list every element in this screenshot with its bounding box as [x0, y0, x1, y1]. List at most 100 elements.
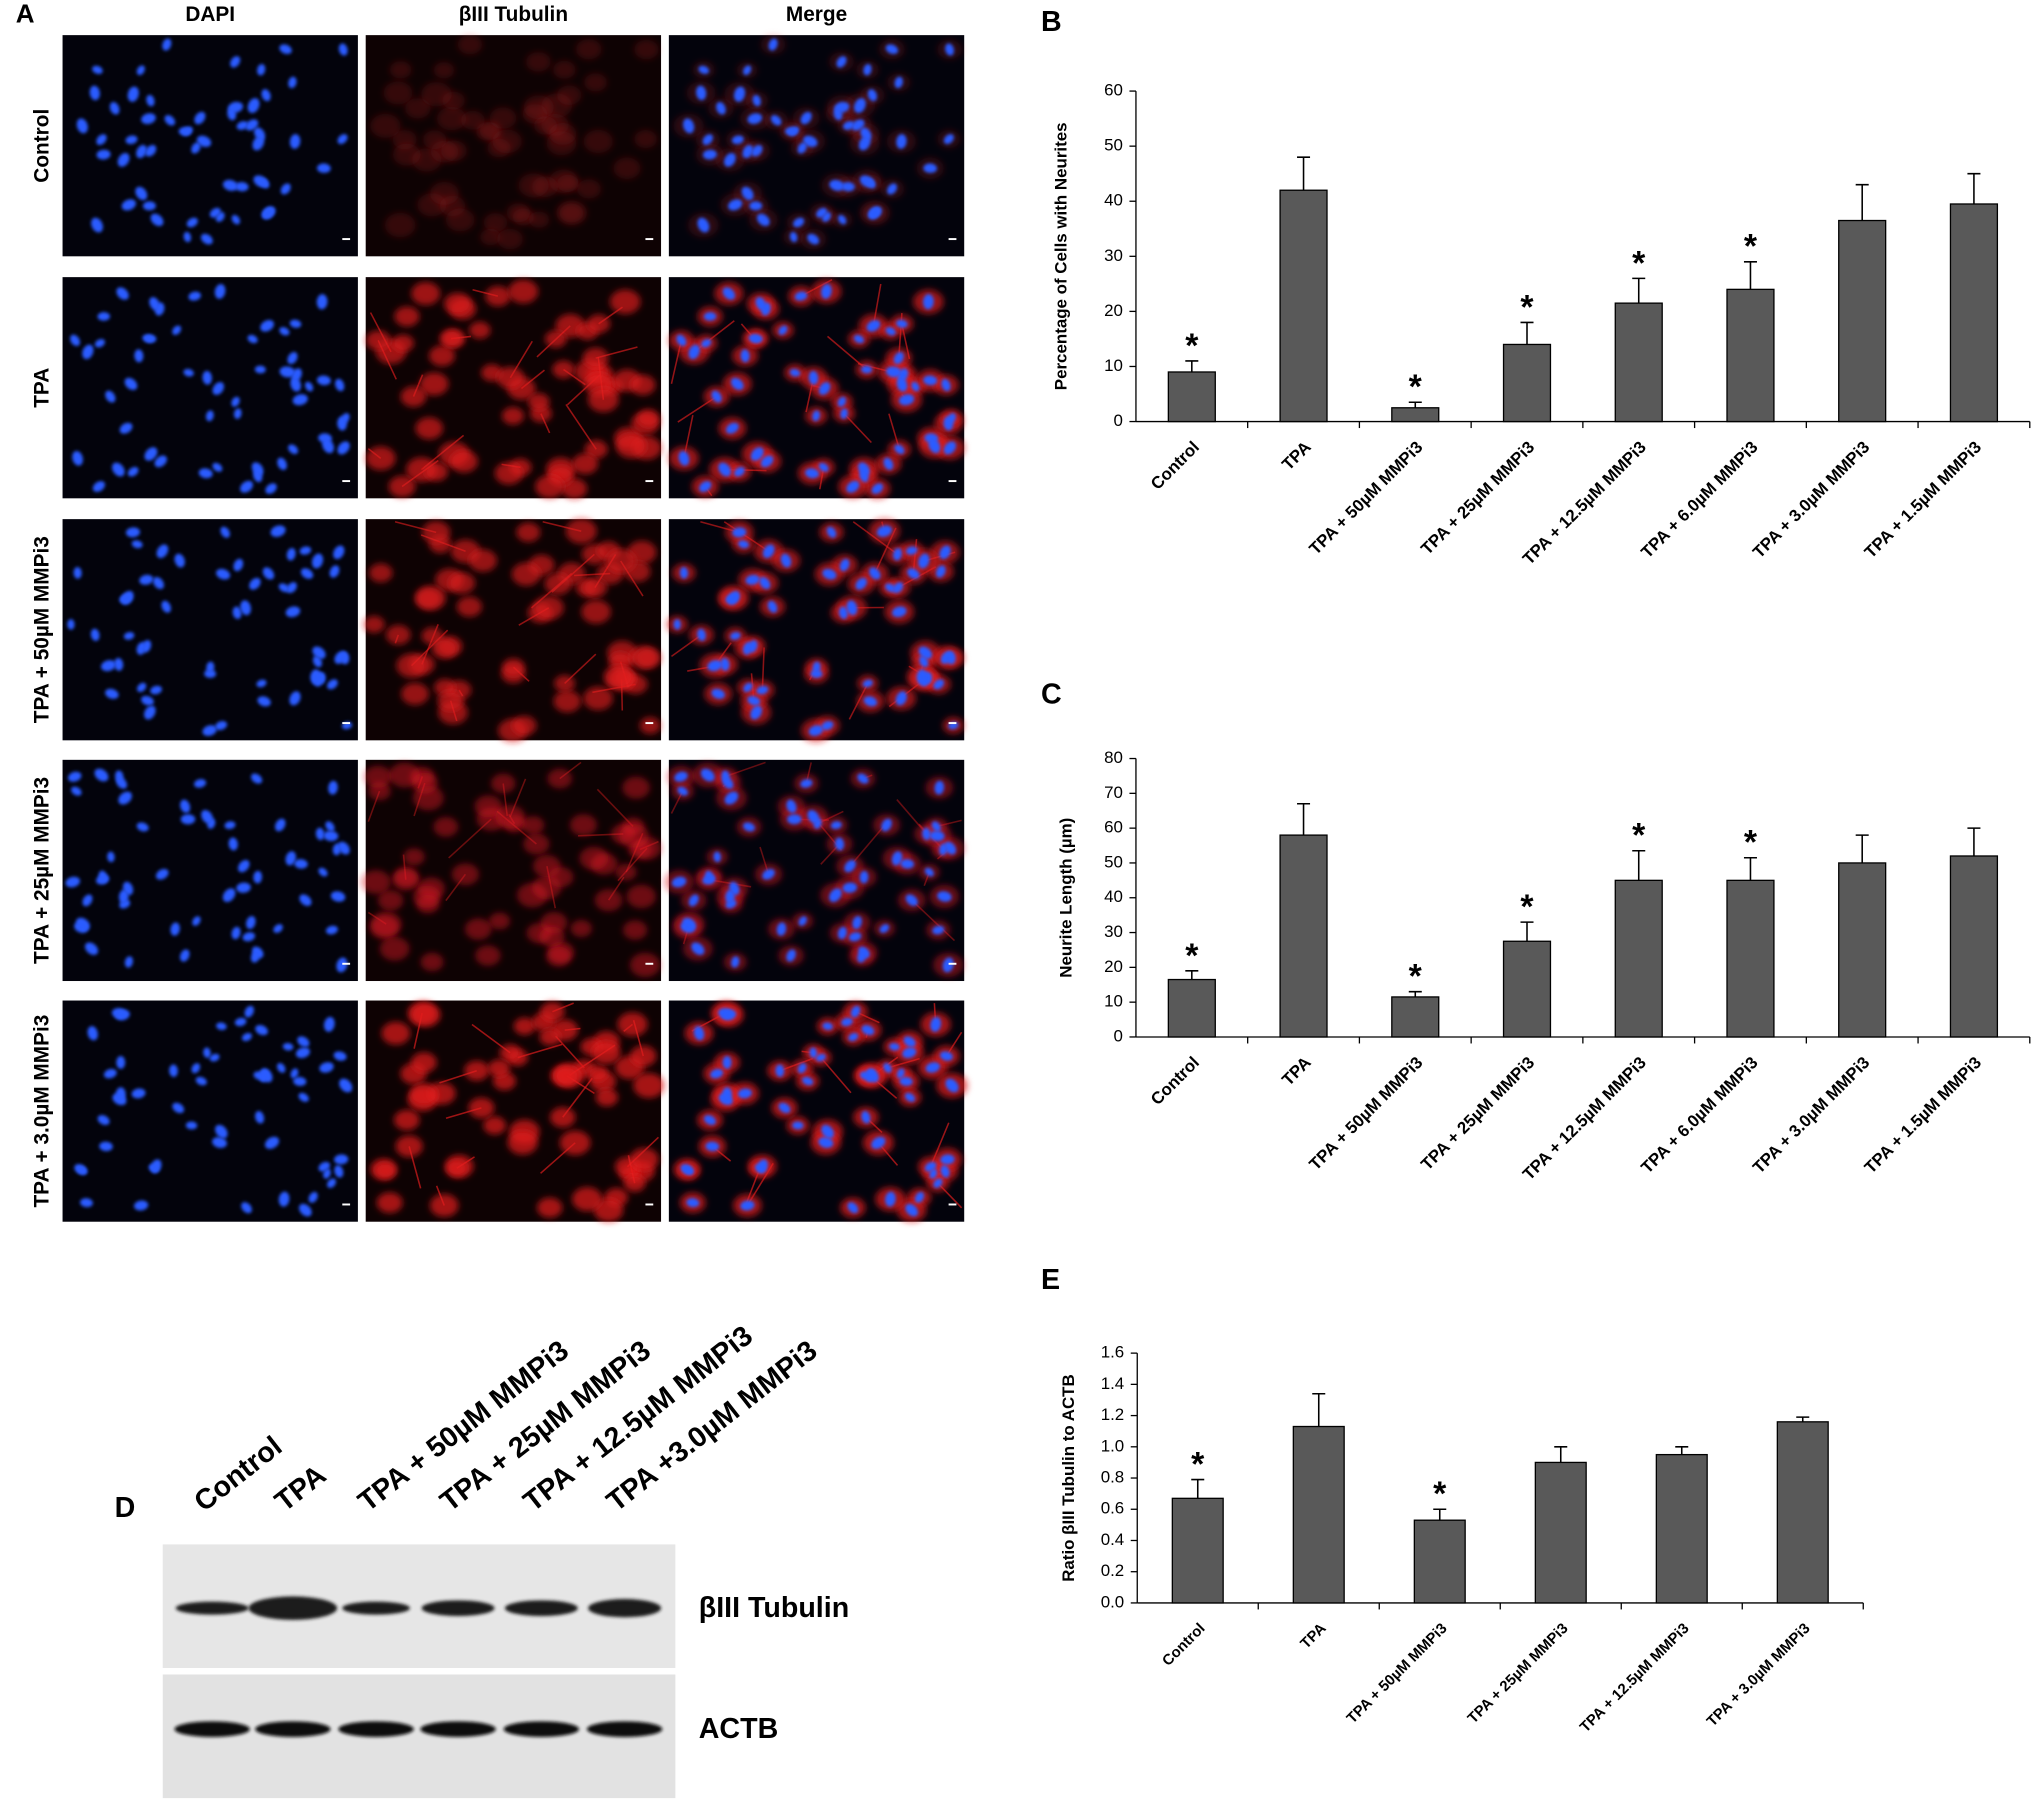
nucleus: [747, 113, 763, 125]
nucleus: [702, 134, 714, 146]
cell-body: [384, 212, 416, 238]
nucleus: [247, 334, 258, 344]
cell-body: [410, 1002, 441, 1027]
nucleus: [316, 375, 331, 386]
nucleus: [807, 809, 820, 824]
nucleus: [698, 65, 710, 74]
nucleus: [124, 377, 138, 391]
micrograph: [62, 759, 358, 982]
nucleus: [797, 1063, 807, 1074]
nucleus: [265, 483, 277, 494]
blot-band: [255, 1721, 331, 1737]
nucleus: [244, 1005, 255, 1018]
nucleus: [727, 590, 741, 605]
nucleus: [836, 56, 847, 68]
nucleus: [844, 859, 856, 873]
cell-body: [396, 653, 427, 678]
nucleus: [925, 1062, 940, 1073]
nucleus: [242, 932, 256, 942]
error-bar: [1185, 360, 1199, 372]
nucleus: [148, 1164, 159, 1173]
row-label: TPA + 25µM MMPi3: [31, 777, 54, 964]
nucleus: [118, 889, 129, 904]
bar: [1726, 879, 1775, 1038]
nucleus: [142, 334, 154, 343]
cell-body: [547, 768, 573, 789]
nucleus: [92, 65, 103, 74]
bar: [1776, 1421, 1829, 1604]
nucleus: [786, 949, 796, 962]
nucleus: [846, 480, 860, 493]
nucleus: [743, 65, 752, 76]
nucleus: [934, 780, 945, 795]
nucleus: [674, 771, 688, 782]
nucleus: [939, 545, 951, 560]
y-tick-label: 60: [1104, 818, 1123, 837]
nucleus: [741, 186, 754, 201]
nucleus: [275, 818, 286, 832]
cell-body: [411, 281, 441, 306]
nucleus: [789, 231, 798, 243]
nucleus: [337, 134, 348, 145]
y-tick-label: 0: [1114, 1026, 1123, 1045]
nucleus: [756, 685, 769, 695]
error-bar: [1743, 856, 1757, 881]
cell-body: [513, 1017, 536, 1035]
nucleus: [885, 327, 896, 336]
nucleus: [90, 628, 100, 641]
nucleus: [315, 827, 325, 841]
nucleus: [237, 859, 250, 873]
cell-body: [449, 450, 478, 473]
nucleus: [710, 1068, 724, 1079]
cell-body: [639, 717, 661, 734]
nucleus: [327, 679, 338, 690]
cell-body: [374, 1162, 396, 1180]
nucleus: [289, 319, 302, 328]
nucleus: [179, 949, 190, 962]
nucleus: [340, 651, 350, 665]
nucleus: [76, 118, 88, 134]
cell-body: [540, 1001, 565, 1022]
cell-body: [570, 919, 592, 938]
nucleus: [818, 382, 831, 395]
nucleus: [738, 540, 749, 549]
cell-body: [634, 39, 659, 60]
bar: [1279, 189, 1328, 423]
cell-body: [392, 143, 421, 166]
nucleus: [241, 1032, 252, 1042]
nucleus: [103, 1068, 117, 1079]
nucleus: [923, 375, 938, 386]
cell-body: [546, 946, 572, 967]
significance-marker: *: [1191, 1446, 1205, 1484]
cell-body: [630, 374, 656, 396]
significance-marker: *: [1409, 368, 1423, 406]
nucleus: [780, 553, 792, 568]
nucleus: [859, 870, 869, 884]
nucleus: [334, 1165, 344, 1178]
nucleus: [209, 207, 221, 218]
nucleus: [214, 284, 226, 299]
nucleus: [932, 925, 945, 935]
y-tick-label: 0.8: [1101, 1467, 1125, 1486]
nucleus: [702, 149, 717, 160]
nucleus: [155, 868, 169, 880]
nucleus: [70, 334, 81, 347]
cell-body: [433, 817, 459, 837]
cell-body: [468, 1097, 495, 1119]
cell-body: [533, 595, 564, 620]
nucleus: [737, 1088, 752, 1099]
cell-body: [565, 518, 597, 544]
y-tick-label: 1.4: [1101, 1374, 1125, 1393]
nucleus: [317, 163, 331, 174]
nucleus: [731, 956, 740, 968]
cell-body: [424, 462, 449, 482]
nucleus: [323, 1016, 335, 1032]
nucleus: [731, 135, 744, 145]
cell-body: [583, 129, 614, 154]
nucleus: [183, 368, 194, 377]
nucleus: [847, 1202, 859, 1214]
nucleus: [336, 957, 348, 973]
cell-body: [622, 920, 648, 940]
significance-marker: *: [1433, 1475, 1447, 1513]
nucleus: [946, 651, 956, 665]
